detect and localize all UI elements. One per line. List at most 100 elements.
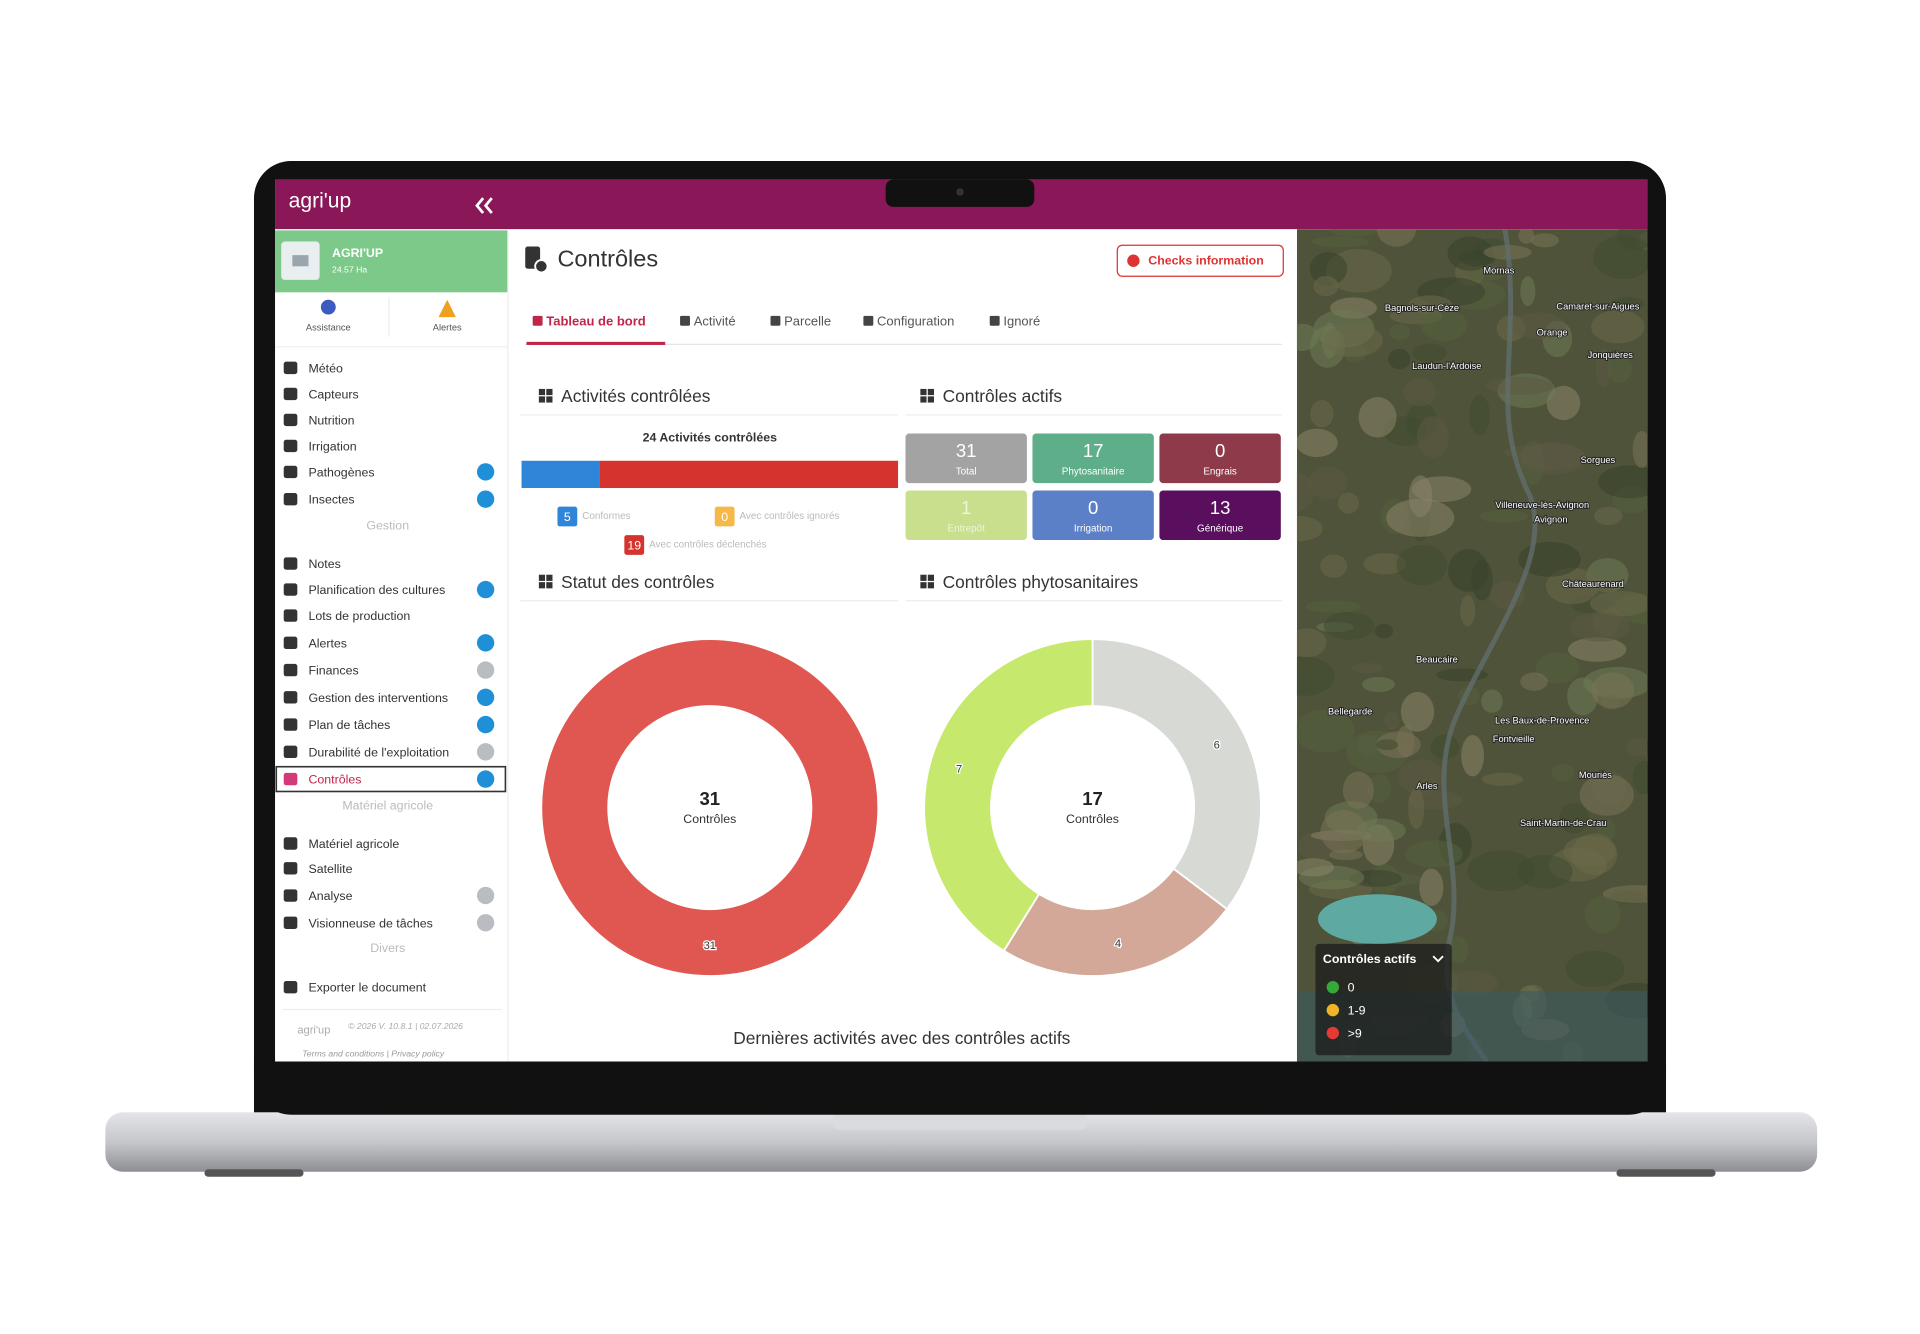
heading-icon: [927, 574, 934, 581]
map-patch: [1403, 378, 1437, 407]
menu-item[interactable]: Pathogènes: [308, 465, 374, 479]
bar-title: 24 Activités contrôlées: [643, 431, 777, 445]
map-patch: [1579, 774, 1634, 816]
map-patch: [1358, 397, 1397, 438]
tab[interactable]: Configuration: [877, 313, 954, 328]
menu-item[interactable]: Analyse: [308, 889, 352, 903]
menu-item[interactable]: Matériel agricole: [308, 837, 399, 851]
quick-link[interactable]: Alertes: [433, 323, 462, 333]
menu-item[interactable]: Météo: [308, 361, 343, 375]
bezel: [253, 1061, 1667, 1113]
map-patch: [1296, 516, 1323, 542]
menu-item[interactable]: Insectes: [308, 493, 354, 507]
menu-icon: [283, 745, 298, 759]
map-patch: [1323, 323, 1383, 357]
map-patch: [1565, 950, 1625, 988]
menu-item[interactable]: Lots de production: [308, 609, 410, 623]
map-patch: [1570, 612, 1630, 642]
active-item[interactable]: [275, 765, 507, 793]
map-legend: [1315, 943, 1452, 1056]
control-card[interactable]: [1159, 490, 1281, 541]
heading-icon: [538, 388, 546, 396]
menu-item[interactable]: Visionneuse de tâches: [308, 916, 432, 930]
map-patch: [1376, 731, 1421, 759]
menu-item[interactable]: Finances: [308, 664, 358, 678]
donut-segment: [923, 638, 1094, 953]
menu-icon: [283, 862, 298, 875]
info-button[interactable]: [1116, 244, 1284, 277]
heading-icon: [538, 396, 546, 403]
control-card[interactable]: [1032, 490, 1154, 541]
tab-icon: [989, 315, 1000, 326]
map-place: Bellegarde: [1328, 707, 1372, 717]
legend-dot: [1326, 980, 1340, 994]
map-patch: [1363, 553, 1407, 575]
map-patch: [1632, 760, 1648, 795]
card-label: Phytosanitaire: [1062, 467, 1125, 478]
map-patch: [1351, 663, 1384, 674]
heading-icon: [538, 582, 546, 589]
tab[interactable]: Parcelle: [784, 313, 831, 328]
tab[interactable]: Activité: [694, 313, 736, 328]
card-value: 13: [1210, 497, 1231, 518]
farm-name: AGRI'UP: [332, 246, 383, 260]
card-value: 0: [1088, 497, 1098, 518]
menu-item[interactable]: Durabilité de l'exploitation: [308, 745, 449, 759]
control-card[interactable]: [1032, 433, 1154, 484]
menu-item[interactable]: Alertes: [308, 636, 347, 650]
map-patch: [1448, 549, 1489, 592]
card-label: Générique: [1197, 524, 1244, 535]
legend-chevron[interactable]: [1432, 955, 1444, 963]
map-patch: [1408, 788, 1425, 830]
menu-item[interactable]: Plan de tâches: [308, 718, 390, 732]
map-patch: [1384, 712, 1400, 730]
menu-item[interactable]: Gestion des interventions: [308, 691, 448, 705]
card-label: Irrigation: [1074, 524, 1112, 535]
donut-segment: [1002, 867, 1229, 977]
menu-item[interactable]: Irrigation: [308, 439, 356, 453]
control-card[interactable]: [905, 433, 1027, 484]
control-card[interactable]: [1159, 433, 1281, 484]
menu-item[interactable]: Contrôles: [308, 773, 361, 787]
laptop-base: [105, 1112, 1818, 1172]
map-patch: [1595, 580, 1615, 594]
map-patch: [1530, 233, 1559, 248]
map[interactable]: Mornas Bagnols-sur-Cèze Camaret-sur-Aigues…: [1274, 212, 1675, 1068]
tab-icon: [863, 315, 874, 326]
heading-icon: [546, 388, 553, 396]
menu-item[interactable]: Nutrition: [308, 413, 354, 427]
heading-icon: [546, 574, 553, 581]
map-patch: [1469, 395, 1490, 436]
count: 19: [627, 538, 641, 552]
map-patch: [1296, 656, 1335, 696]
map-patch: [1356, 818, 1406, 843]
map-patch: [1546, 385, 1581, 421]
control-card[interactable]: [905, 490, 1027, 541]
legend-label: >9: [1348, 1027, 1362, 1041]
menu-icon: [283, 439, 298, 453]
tab[interactable]: Ignoré: [1003, 313, 1040, 328]
map-patch: [1598, 465, 1648, 499]
version: © 2026 V. 10.8.1 | 02.07.2026: [348, 1021, 463, 1031]
menu-item[interactable]: Planification des cultures: [308, 583, 445, 597]
legal-links[interactable]: Terms and conditions | Privacy policy: [302, 1048, 445, 1058]
count-label: Avec contrôles déclenchés: [649, 540, 767, 551]
menu-item[interactable]: Notes: [308, 557, 340, 571]
heading-icon: [927, 396, 934, 403]
menu-item[interactable]: Exporter le document: [308, 981, 426, 995]
map-patch: [1411, 476, 1472, 503]
menu-item[interactable]: Satellite: [308, 862, 352, 876]
bar-segment: [521, 460, 600, 489]
panel-heading: Contrôles actifs: [943, 386, 1063, 406]
menu-icon: [283, 609, 298, 622]
pro-badge: [476, 688, 495, 707]
heading-icon: [920, 574, 927, 581]
menu-icon: [283, 465, 298, 479]
laptop-foot: [1616, 1169, 1716, 1177]
tab[interactable]: Tableau de bord: [546, 313, 645, 328]
menu-item[interactable]: Capteurs: [308, 387, 358, 401]
heading-icon: [920, 582, 927, 589]
quick-link[interactable]: Assistance: [306, 323, 351, 333]
collapse-icon[interactable]: [475, 197, 493, 214]
segment-label: 7: [956, 764, 962, 776]
